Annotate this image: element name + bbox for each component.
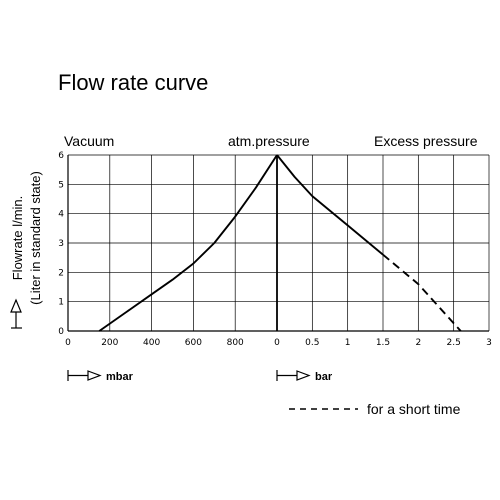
y-tick-label: 1 xyxy=(58,298,64,308)
x-tick-label-bar: 0.5 xyxy=(305,338,319,348)
chart-series xyxy=(98,154,462,332)
y-axis-label-line1: Flowrate l/min. xyxy=(10,196,25,281)
bar-unit-label: bar xyxy=(315,371,333,383)
x-tick-label-bar: 1 xyxy=(345,338,351,348)
x-tick-label-mbar: 800 xyxy=(227,338,244,348)
flow-curve-pressure-solid xyxy=(276,154,384,256)
bar-arrow-icon xyxy=(276,370,311,381)
mbar-axis-indicator: mbar xyxy=(67,370,134,383)
bar-axis-indicator: bar xyxy=(276,370,333,383)
mbar-unit-label: mbar xyxy=(106,371,134,383)
chart-grid xyxy=(67,154,490,332)
x-tick-label-bar: 1.5 xyxy=(376,338,390,348)
y-tick-label: 0 xyxy=(58,327,64,337)
y-tick-label: 4 xyxy=(58,210,64,220)
legend: for a short time xyxy=(289,401,461,417)
x-tick-label-mbar: 200 xyxy=(101,338,118,348)
y-axis-title: Flowrate l/min. (Liter in standard state… xyxy=(10,171,43,305)
y-tick-label: 5 xyxy=(58,180,64,190)
chart-tick-labels: 0 1 2 3 4 5 6 0 200 400 600 800 0 0.5 1 1.5 2 2.5 3 xyxy=(58,151,492,348)
x-tick-label-mbar: 600 xyxy=(185,338,202,348)
flow-curve-vacuum-solid xyxy=(98,154,278,332)
y-axis-arrow xyxy=(10,298,22,329)
chart-axes xyxy=(67,155,489,332)
mbar-arrow-icon xyxy=(67,370,102,381)
x-tick-label-mbar: 400 xyxy=(143,338,160,348)
flow-curve-pressure-dashed xyxy=(382,253,462,332)
section-label-atm-pressure: atm.pressure xyxy=(228,133,310,149)
x-tick-label-bar: 3 xyxy=(486,338,492,348)
y-tick-label: 6 xyxy=(58,151,64,161)
section-label-vacuum: Vacuum xyxy=(64,133,114,149)
y-tick-label: 3 xyxy=(58,239,64,249)
chart-title: Flow rate curve xyxy=(58,70,208,95)
x-tick-label-mbar: 0 xyxy=(65,338,71,348)
x-tick-label-bar: 2 xyxy=(415,338,421,348)
x-tick-label-bar: 2.5 xyxy=(447,338,461,348)
x-tick-label-bar: 0 xyxy=(274,338,280,348)
y-tick-label: 2 xyxy=(58,268,64,278)
legend-dashed-label: for a short time xyxy=(367,401,461,417)
y-axis-label-line2: (Liter in standard state) xyxy=(28,171,43,305)
section-label-excess-pressure: Excess pressure xyxy=(374,133,478,149)
